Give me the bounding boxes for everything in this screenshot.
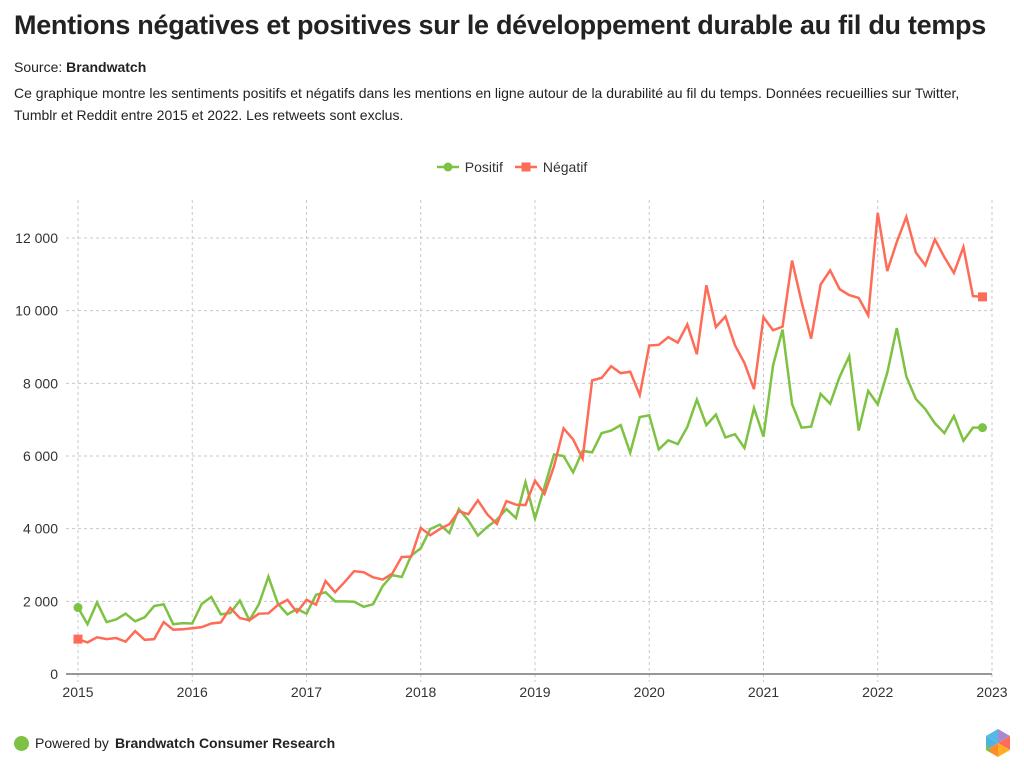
y-tick-label: 8 000 (23, 375, 58, 391)
y-tick-label: 0 (50, 666, 58, 682)
legend-item-negatif[interactable]: Négatif (514, 159, 588, 175)
legend-negatif-marker-icon (514, 162, 537, 172)
y-tick-label: 2 000 (23, 593, 58, 609)
y-tick-label: 4 000 (23, 521, 58, 537)
x-tick-label: 2017 (291, 684, 322, 700)
powered-by-label: Powered by (35, 735, 109, 751)
gridlines (66, 200, 993, 682)
y-tick-label: 12 000 (15, 230, 58, 246)
series-line-positif (76, 327, 983, 628)
series-line-negatif (77, 212, 983, 644)
x-tick-label: 2022 (862, 684, 893, 700)
source-name: Brandwatch (66, 59, 147, 75)
x-tick-label: 2019 (519, 684, 550, 700)
y-tick-label: 10 000 (15, 303, 58, 319)
x-tick-label: 2018 (405, 684, 436, 700)
x-tick-label: 2016 (177, 684, 208, 700)
chart-title: Mentions négatives et positives sur le d… (14, 10, 986, 40)
powered-by-brand[interactable]: Brandwatch Consumer Research (114, 735, 336, 751)
x-tick-label: 2021 (748, 684, 779, 700)
x-tick-label: 2023 (976, 684, 1007, 700)
data-point-negatif-last (977, 292, 987, 302)
x-tick-label: 2020 (634, 684, 665, 700)
brandwatch-logo-icon[interactable] (984, 728, 1012, 758)
footer: Powered by Brandwatch Consumer Research (14, 735, 335, 751)
legend-label: Négatif (542, 159, 588, 175)
brandwatch-dot-icon (14, 735, 29, 751)
y-tick-label: 6 000 (23, 448, 58, 464)
data-point-negatif-first (73, 634, 83, 644)
source-line: Source: Brandwatch (14, 59, 146, 75)
legend-item-positif[interactable]: Positif (436, 159, 503, 175)
legend-label: Positif (464, 159, 503, 175)
chart-description: Ce graphique montre les sentiments posit… (14, 85, 960, 123)
x-tick-label: 2015 (62, 684, 93, 700)
legend: Positif Négatif (0, 159, 1024, 175)
data-point-positif-last (977, 423, 987, 433)
source-label: Source: (14, 59, 63, 75)
x-axis: 2015 2016 2017 2018 2019 2020 2021 2022 2023 (62, 673, 1008, 700)
series-lines (73, 212, 987, 644)
data-point-positif-first (73, 603, 83, 613)
legend-positif-marker-icon (436, 162, 459, 172)
y-axis: 0 2 000 4 000 6 000 8 000 10 000 12 000 (15, 230, 58, 682)
